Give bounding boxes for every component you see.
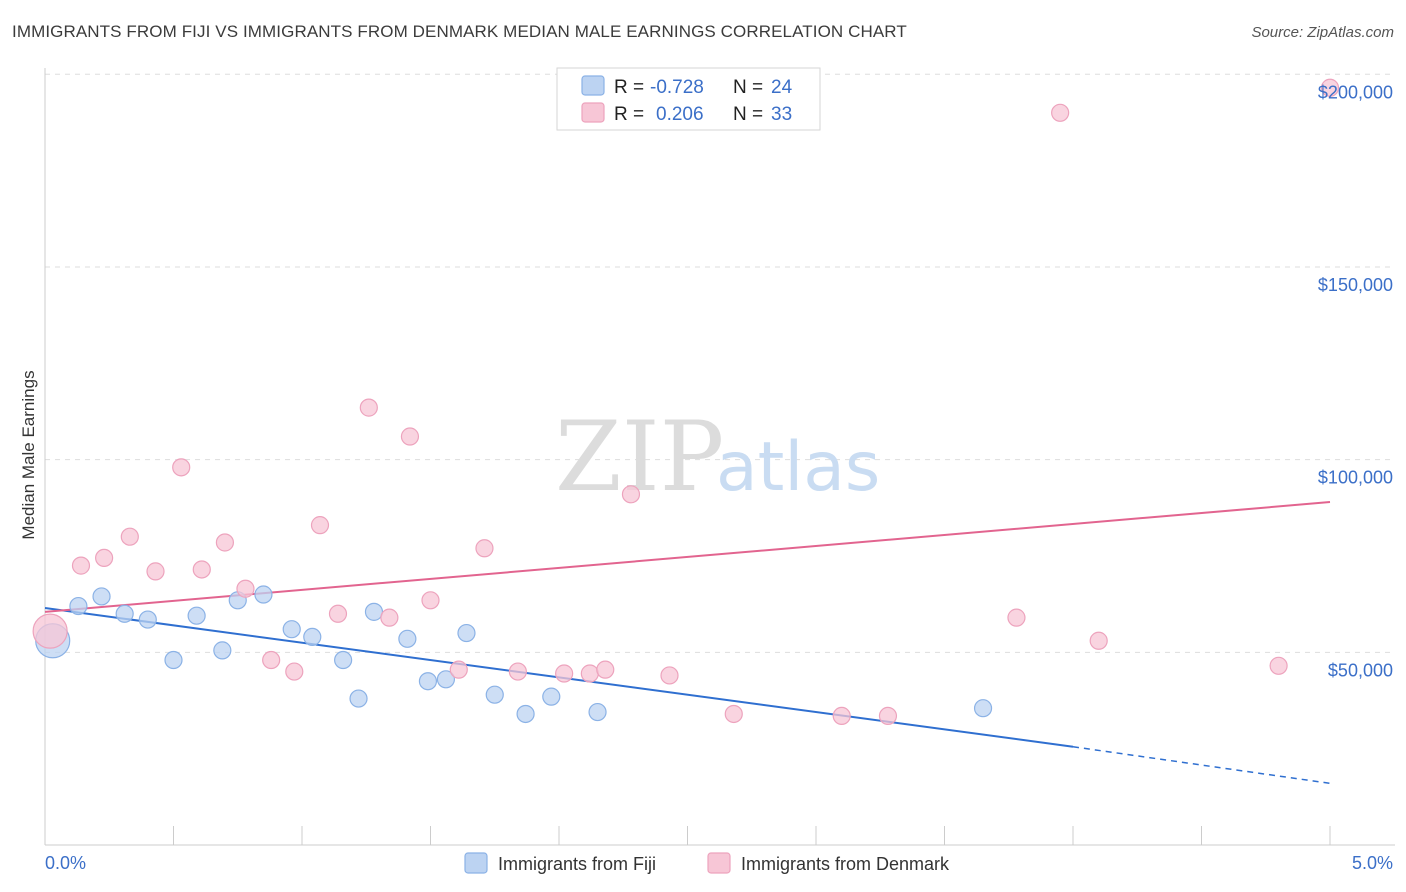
point-denmark-15 xyxy=(400,427,420,446)
point-fiji-12 xyxy=(334,650,353,670)
point-fiji-9 xyxy=(254,585,273,604)
point-denmark-9 xyxy=(262,650,281,670)
point-fiji-17 xyxy=(436,670,456,689)
bottom-legend-label-denmark: Immigrants from Denmark xyxy=(741,854,950,874)
point-denmark-28 xyxy=(1007,608,1026,627)
x-tick-label-0: 0.0% xyxy=(45,853,86,873)
point-fiji-3 xyxy=(115,604,134,623)
point-denmark-32 xyxy=(1320,78,1340,97)
legend-r-label-fiji: R = xyxy=(614,77,644,98)
point-denmark-0 xyxy=(32,613,68,649)
axes xyxy=(44,68,1395,846)
point-denmark-21 xyxy=(580,664,599,683)
watermark-atlas: atlas xyxy=(716,428,880,507)
data-points xyxy=(32,78,1340,726)
y-tick-label-1: $100,000 xyxy=(1318,468,1393,488)
point-denmark-22 xyxy=(596,660,615,679)
y-tick-label-0: $50,000 xyxy=(1328,660,1393,680)
point-denmark-13 xyxy=(359,398,378,417)
point-fiji-13 xyxy=(349,689,368,708)
point-denmark-10 xyxy=(285,662,304,681)
point-fiji-1 xyxy=(69,596,88,616)
x-tick-labels: 0.0% 5.0% xyxy=(45,853,1393,873)
point-denmark-16 xyxy=(421,591,440,610)
legend-n-value-denmark: 33 xyxy=(771,104,792,125)
point-fiji-19 xyxy=(485,685,504,704)
y-tick-labels: $50,000 $100,000 $150,000 $200,000 xyxy=(1318,82,1393,680)
trend-lines xyxy=(44,501,1331,785)
point-denmark-11 xyxy=(310,516,330,535)
point-denmark-29 xyxy=(1051,103,1070,122)
point-denmark-19 xyxy=(508,662,527,681)
point-denmark-20 xyxy=(555,664,574,683)
chart-title: IMMIGRANTS FROM FIJI VS IMMIGRANTS FROM … xyxy=(12,22,907,41)
y-tick-label-2: $150,000 xyxy=(1318,275,1393,295)
point-denmark-30 xyxy=(1089,631,1108,650)
bottom-legend-swatch-denmark xyxy=(707,852,731,874)
point-denmark-6 xyxy=(192,560,211,579)
legend-r-value-denmark: 0.206 xyxy=(656,104,704,125)
point-fiji-20 xyxy=(516,704,535,724)
point-denmark-14 xyxy=(380,608,399,627)
bottom-legend: Immigrants from Fiji Immigrants from Den… xyxy=(464,852,950,874)
source-credit: Source: ZipAtlas.com xyxy=(1251,24,1394,41)
point-fiji-7 xyxy=(213,641,232,660)
watermark: ZIP atlas xyxy=(555,401,880,513)
point-denmark-17 xyxy=(449,660,468,679)
point-fiji-21 xyxy=(542,687,561,706)
point-denmark-3 xyxy=(120,527,139,546)
point-fiji-11 xyxy=(303,627,322,647)
point-denmark-23 xyxy=(621,485,641,504)
point-denmark-2 xyxy=(95,548,114,568)
point-fiji-23 xyxy=(973,699,993,718)
legend-n-value-fiji: 24 xyxy=(771,77,793,98)
point-fiji-16 xyxy=(418,672,438,691)
legend-n-label-denmark: N = xyxy=(733,104,763,125)
point-fiji-2 xyxy=(92,587,111,606)
point-denmark-25 xyxy=(724,704,743,724)
legend-n-label-fiji: N = xyxy=(733,77,763,98)
x-tick-label-1: 5.0% xyxy=(1352,853,1393,873)
legend-box: R = -0.728 N = 24 R = 0.206 N = 33 xyxy=(556,67,821,131)
trend-line-fiji-extension xyxy=(1072,745,1331,785)
y-axis-label: Median Male Earnings xyxy=(19,370,38,539)
bottom-legend-swatch-fiji xyxy=(464,852,488,874)
point-denmark-12 xyxy=(328,604,348,623)
point-fiji-4 xyxy=(138,610,157,629)
point-denmark-5 xyxy=(172,458,191,477)
gridlines xyxy=(45,73,1395,653)
bottom-legend-label-fiji: Immigrants from Fiji xyxy=(498,854,656,874)
point-denmark-1 xyxy=(71,556,91,575)
legend-r-label-denmark: R = xyxy=(614,104,644,125)
point-fiji-14 xyxy=(364,602,384,621)
point-fiji-15 xyxy=(398,629,417,648)
point-denmark-7 xyxy=(215,533,234,552)
point-fiji-18 xyxy=(457,623,476,643)
point-denmark-4 xyxy=(146,562,165,581)
point-denmark-27 xyxy=(878,706,898,726)
point-denmark-26 xyxy=(832,706,851,726)
legend-swatch-denmark xyxy=(581,102,605,123)
point-denmark-24 xyxy=(660,666,679,685)
legend-r-value-fiji: -0.728 xyxy=(650,77,704,98)
point-fiji-6 xyxy=(187,606,206,625)
point-denmark-8 xyxy=(236,579,255,598)
point-fiji-10 xyxy=(282,620,301,639)
point-denmark-18 xyxy=(475,539,494,558)
point-denmark-31 xyxy=(1269,656,1288,675)
legend-swatch-fiji xyxy=(581,75,605,96)
point-fiji-22 xyxy=(588,702,607,722)
y-tick-label-3: $200,000 xyxy=(1318,82,1393,102)
point-fiji-5 xyxy=(164,650,183,670)
